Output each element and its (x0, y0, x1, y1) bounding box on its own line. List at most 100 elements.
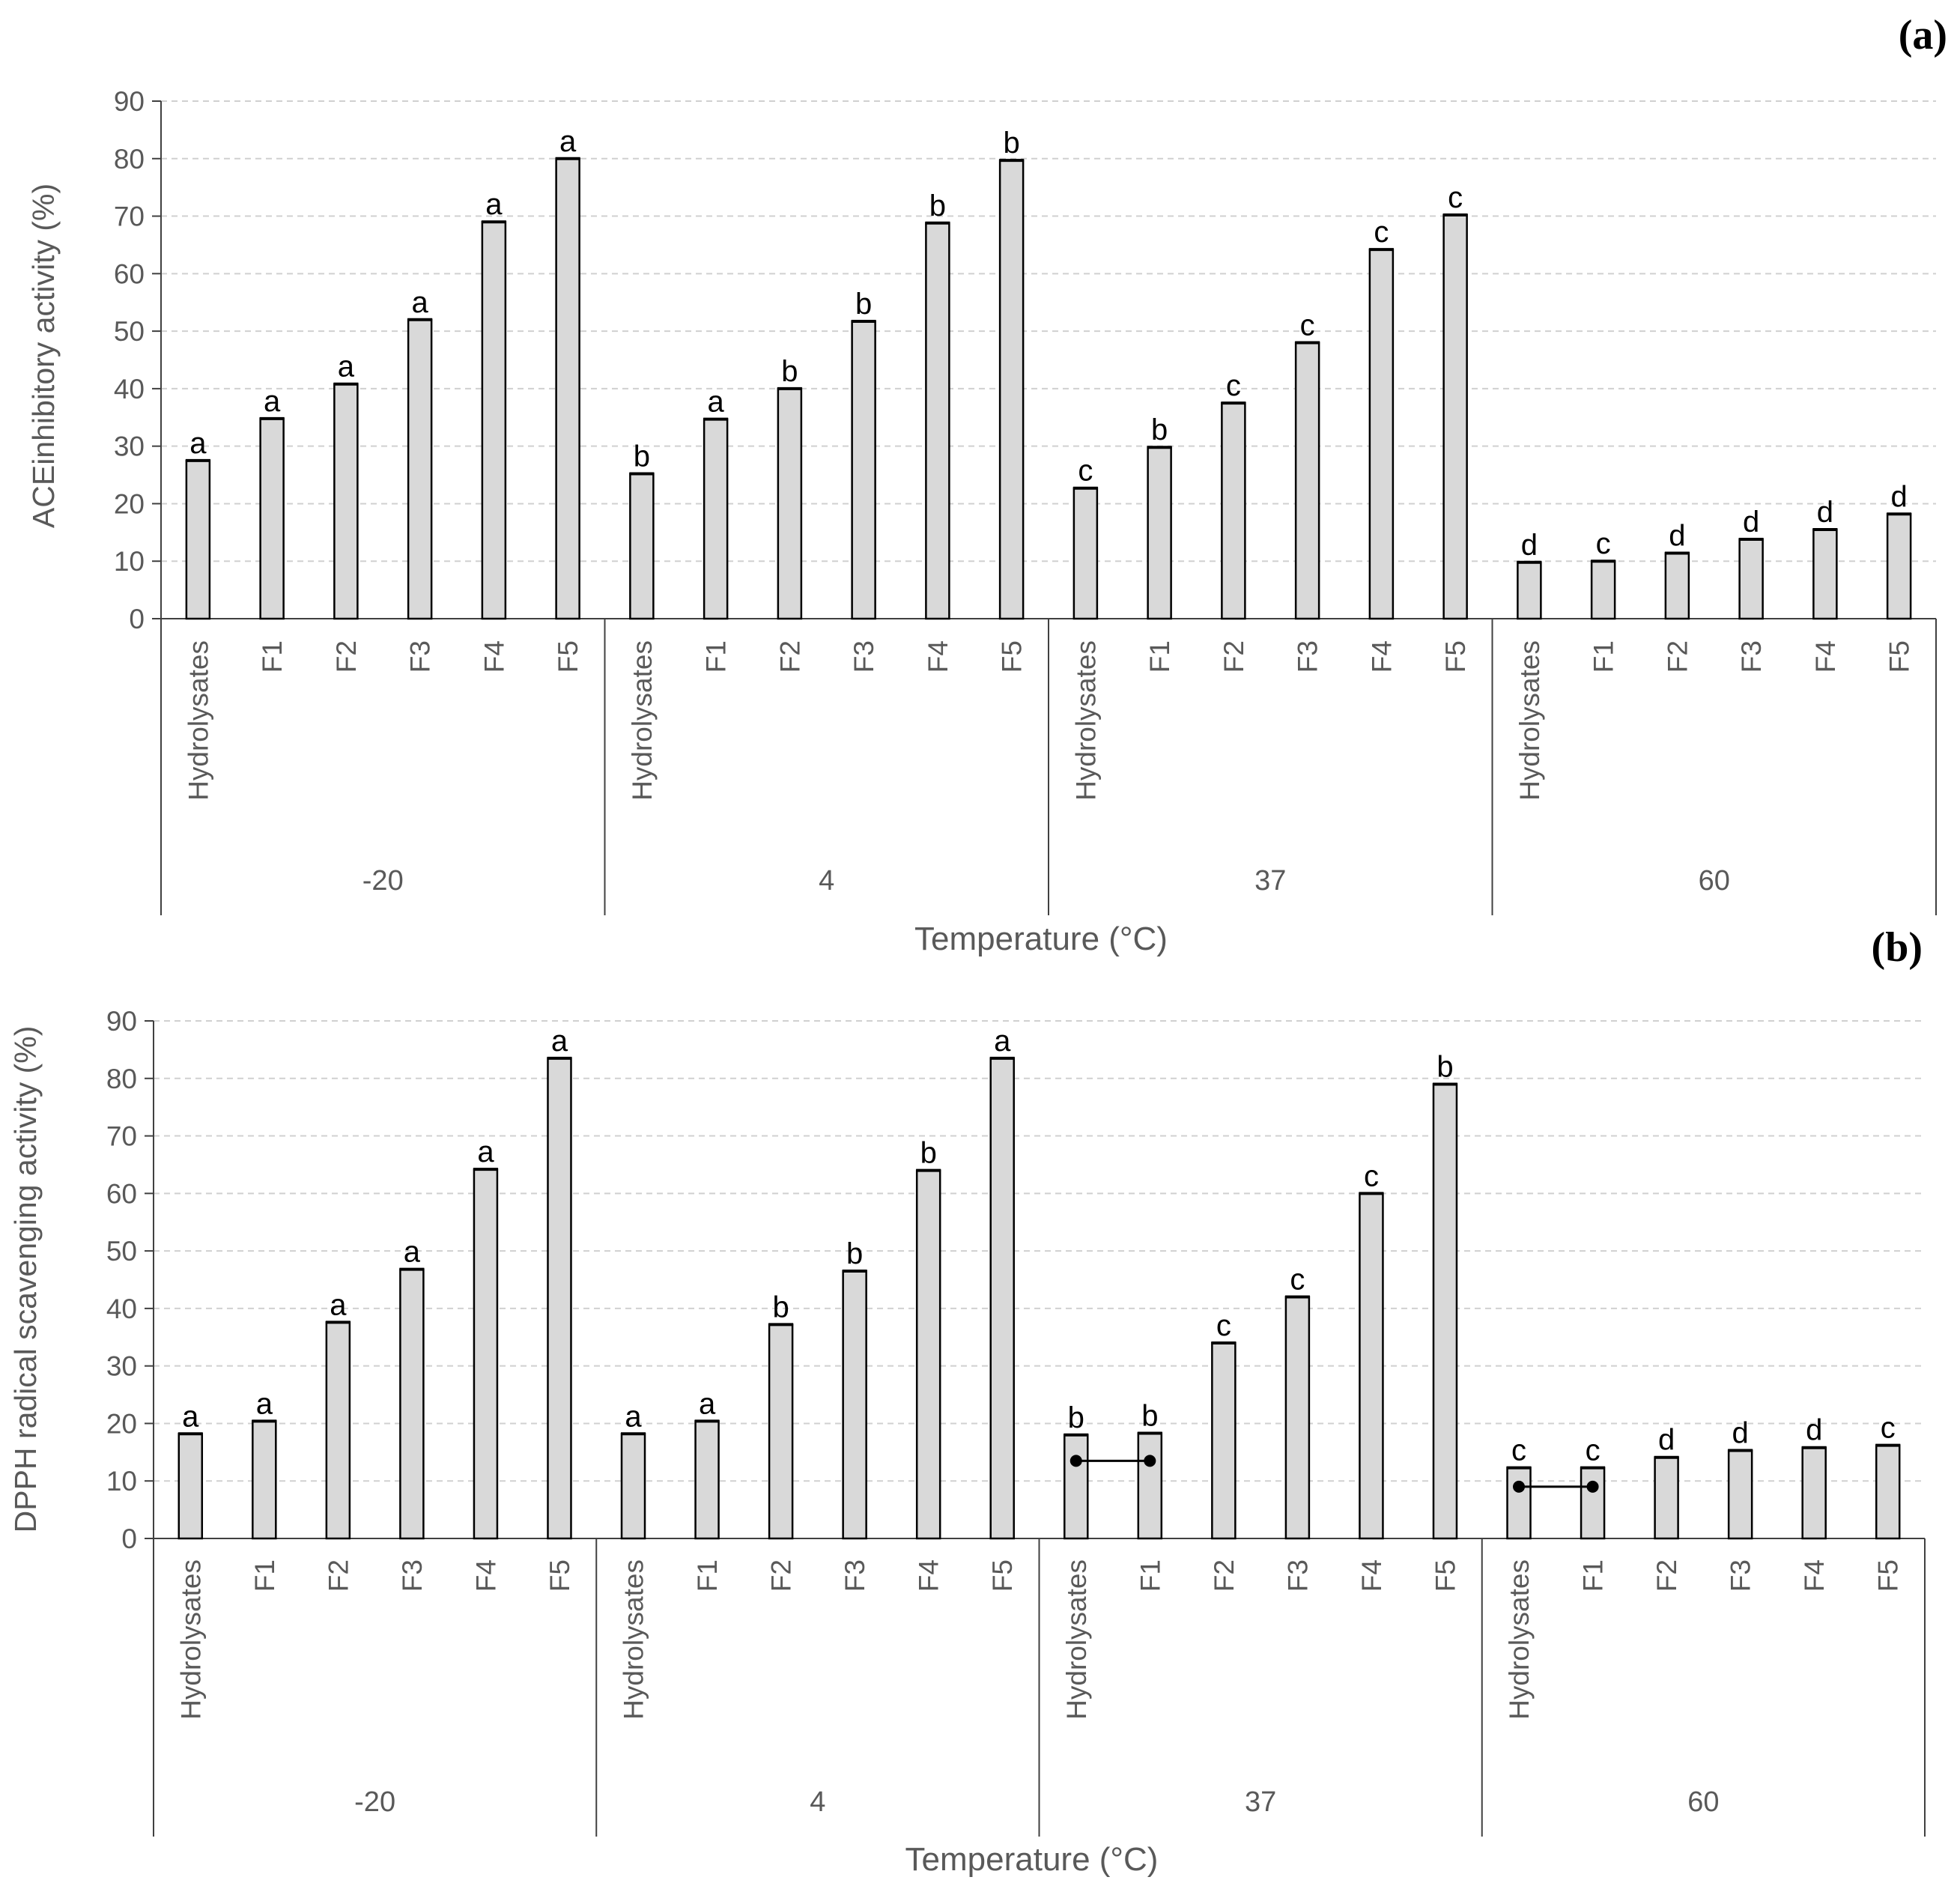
bar (399, 1268, 425, 1540)
y-tick-label: 50 (114, 316, 145, 347)
x-axis-title: Temperature (°C) (905, 1841, 1159, 1878)
significance-letter: b (846, 1237, 863, 1270)
bar (629, 473, 655, 620)
y-tick-label: 0 (129, 604, 145, 634)
y-axis-title: ACEinhibitory activity (%) (26, 184, 61, 528)
significance-letter: b (634, 440, 650, 473)
bar (851, 320, 876, 620)
bar (1664, 552, 1690, 620)
bar (1727, 1449, 1753, 1540)
significance-letter: b (929, 189, 946, 222)
significance-letter: b (1151, 413, 1168, 446)
bar (1875, 1444, 1901, 1540)
bar (178, 1433, 204, 1540)
category-label: F5 (553, 640, 583, 673)
category-label: F1 (692, 1559, 723, 1592)
category-label: Hydrolysates (1070, 640, 1101, 801)
category-label: Hydrolysates (619, 1559, 649, 1720)
group-label: -20 (362, 865, 404, 897)
y-tick-label: 10 (106, 1466, 137, 1497)
bar (989, 1057, 1015, 1540)
bar (1368, 248, 1395, 620)
significance-letter: a (559, 125, 577, 158)
category-label: F3 (397, 1559, 428, 1592)
category-label: F1 (1135, 1559, 1165, 1592)
significance-letter: a (189, 427, 207, 460)
significance-letter: d (1521, 529, 1538, 562)
significance-letter: d (1743, 506, 1759, 539)
bar (768, 1324, 794, 1540)
bar (1801, 1446, 1827, 1540)
category-label: F3 (405, 640, 436, 673)
connector-dot (1144, 1455, 1156, 1467)
category-label: F2 (331, 640, 362, 673)
category-label: F5 (544, 1559, 575, 1592)
bar (1506, 1467, 1532, 1540)
panel-label: (a) (1899, 12, 1947, 58)
category-label: F5 (1884, 640, 1915, 673)
category-label: F2 (1662, 640, 1693, 673)
significance-letter: a (264, 385, 281, 418)
group-label: 4 (810, 1786, 825, 1818)
category-label: F4 (914, 1559, 944, 1592)
category-label: F4 (1810, 640, 1841, 673)
category-label: F5 (1873, 1559, 1904, 1592)
significance-letter: c (1290, 1264, 1305, 1297)
significance-letter: c (1881, 1412, 1896, 1445)
y-tick-label: 30 (114, 431, 145, 462)
bar (1432, 1083, 1458, 1540)
group-label: 37 (1245, 1786, 1276, 1818)
category-label: F5 (997, 640, 1028, 673)
significance-letter: a (485, 188, 503, 221)
significance-letter: a (412, 286, 429, 319)
significance-letter: c (1300, 309, 1315, 342)
category-label: Hydrolysates (1504, 1559, 1535, 1720)
bar (1064, 1434, 1089, 1540)
bar (620, 1433, 646, 1540)
category-label: F1 (1144, 640, 1175, 673)
category-label: F4 (1356, 1559, 1387, 1592)
category-label: Hydrolysates (183, 640, 213, 801)
category-label: F3 (1293, 640, 1323, 673)
connector-dot (1069, 1455, 1082, 1467)
category-label: Hydrolysates (175, 1559, 206, 1720)
bar (481, 220, 507, 620)
category-label: F2 (1219, 640, 1249, 673)
connector-dot (1513, 1480, 1526, 1493)
category-label: F5 (987, 1559, 1018, 1592)
y-tick-label: 30 (106, 1351, 137, 1382)
significance-letter: b (920, 1137, 937, 1170)
category-label: F3 (1736, 640, 1767, 673)
significance-letter: c (1511, 1434, 1526, 1467)
bar (1738, 538, 1764, 620)
bar (1517, 561, 1542, 620)
y-tick-label: 60 (106, 1178, 137, 1209)
significance-letter: a (338, 351, 355, 383)
chart-panel-a: 0 10 20 30 40 50 60 70 80 90 a Hydrolysates a F1 a F2 a F… (26, 12, 1947, 957)
bar (1137, 1432, 1163, 1540)
bar (1812, 528, 1838, 620)
significance-letter: a (404, 1236, 421, 1269)
y-tick-label: 60 (114, 258, 145, 289)
bar (325, 1321, 351, 1540)
significance-letter: a (330, 1288, 347, 1321)
category-label: F1 (257, 640, 288, 673)
bar (1284, 1296, 1311, 1540)
bar (915, 1169, 941, 1540)
category-label: F2 (1209, 1559, 1240, 1592)
bar (333, 383, 359, 620)
significance-letter: d (1669, 519, 1685, 552)
significance-letter: d (1817, 496, 1833, 529)
y-tick-label: 20 (106, 1408, 137, 1439)
group-label: 60 (1687, 1786, 1719, 1818)
bar (1221, 401, 1246, 620)
bar (1359, 1192, 1384, 1540)
y-tick-label: 90 (114, 86, 145, 117)
significance-letter: b (781, 355, 798, 388)
group-label: 4 (819, 865, 834, 897)
bar (777, 387, 803, 620)
category-label: Hydrolysates (1514, 640, 1545, 801)
category-label: Hydrolysates (1061, 1559, 1092, 1720)
category-label: F4 (1799, 1559, 1830, 1592)
